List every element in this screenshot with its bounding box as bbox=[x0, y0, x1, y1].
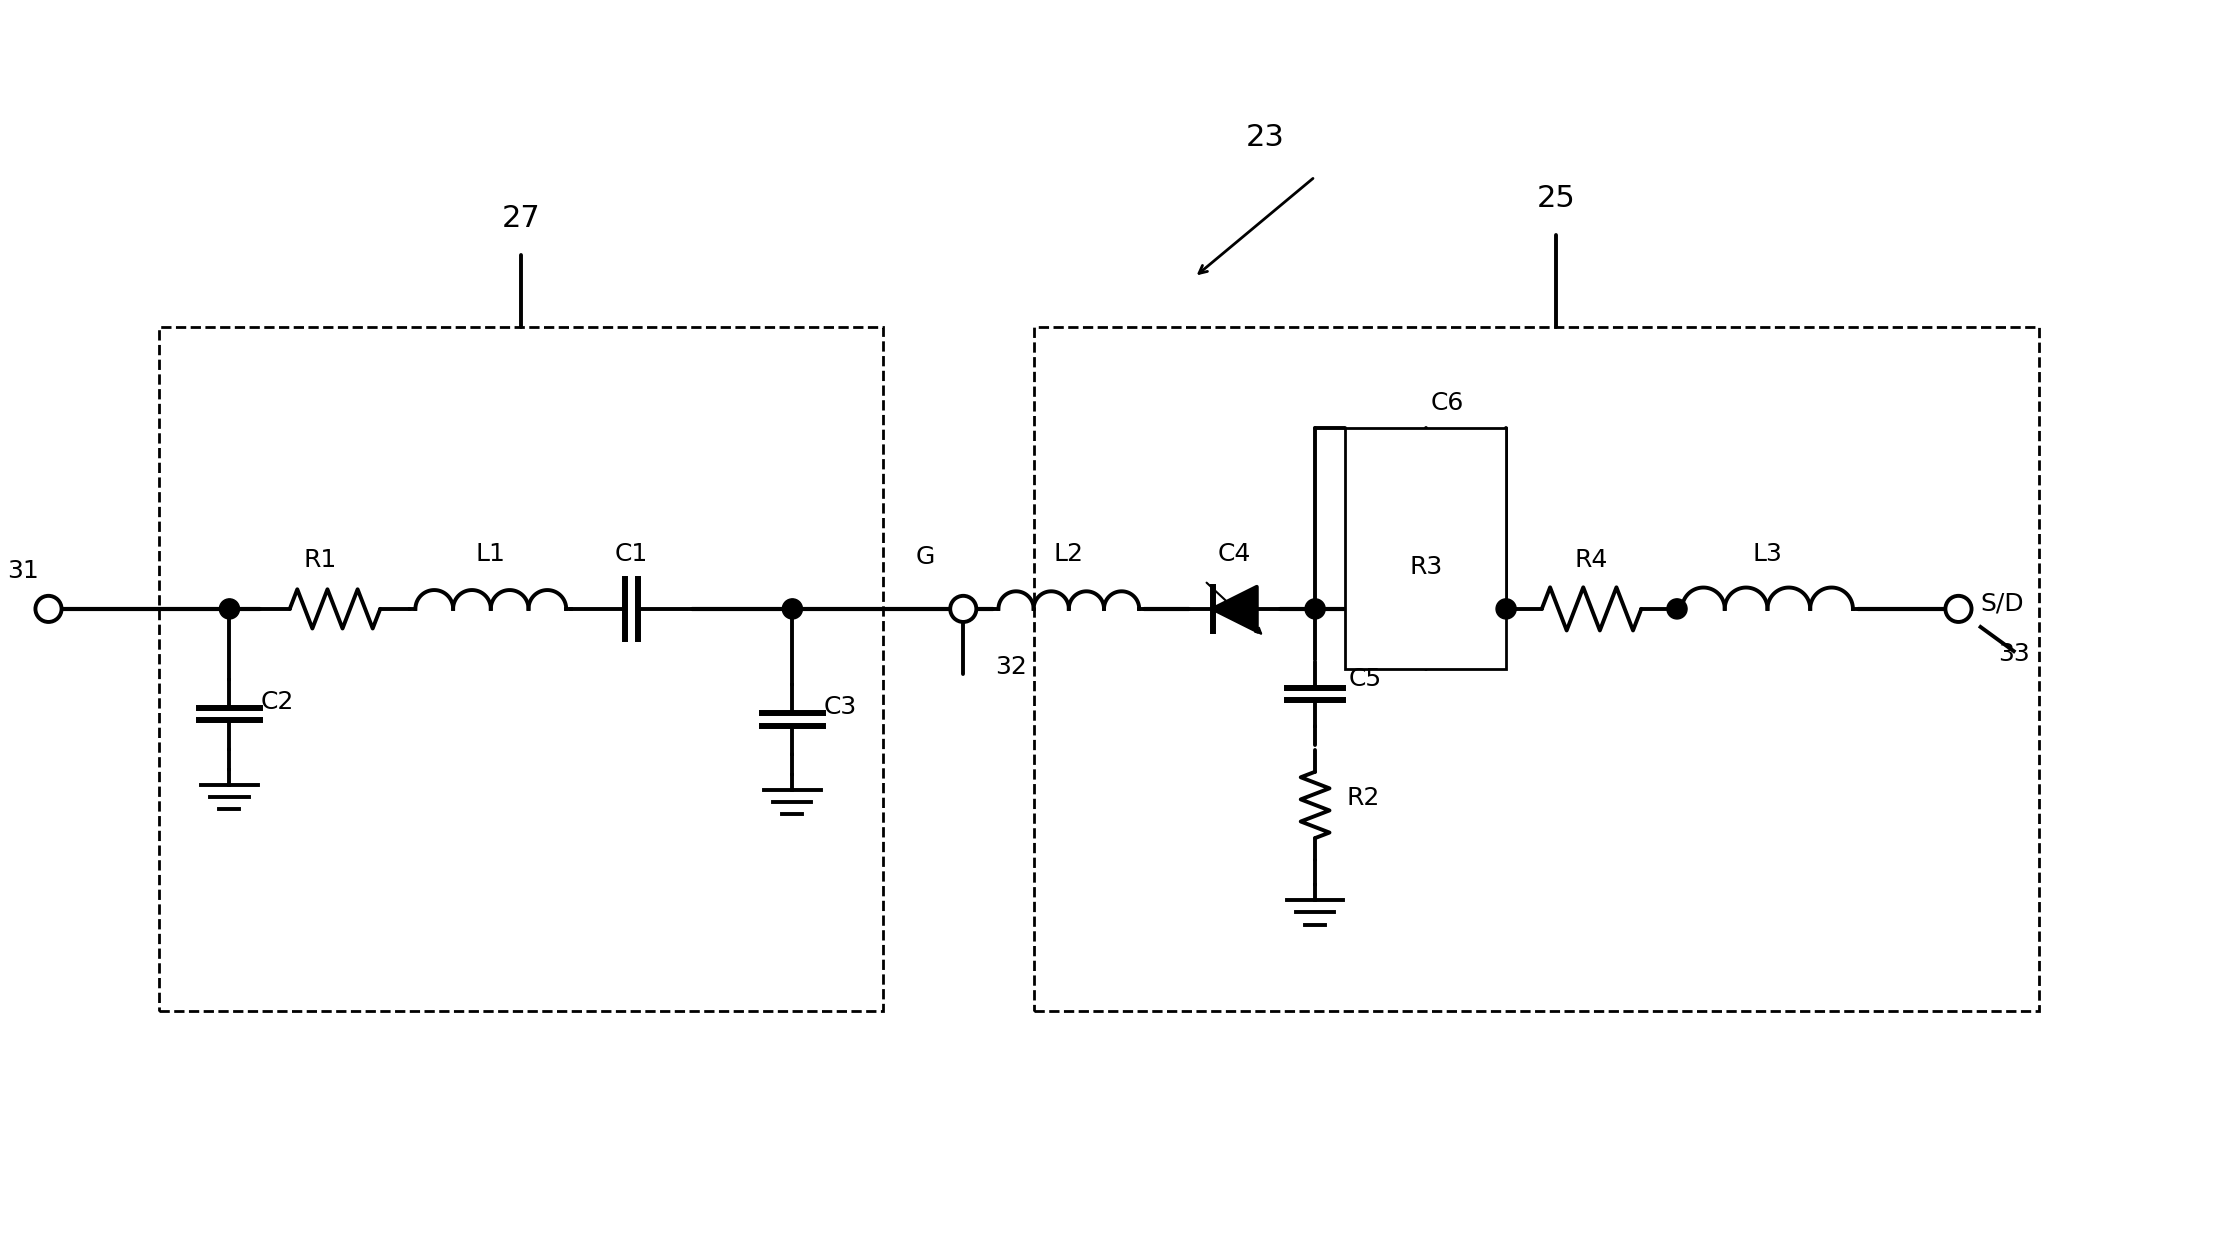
Circle shape bbox=[1305, 599, 1326, 619]
Text: R2: R2 bbox=[1348, 786, 1381, 810]
Circle shape bbox=[36, 596, 62, 621]
Polygon shape bbox=[1212, 586, 1257, 632]
Bar bbox=[160, 327, 883, 1011]
Circle shape bbox=[1497, 599, 1517, 619]
Circle shape bbox=[220, 599, 240, 619]
Text: L3: L3 bbox=[1753, 542, 1781, 566]
Text: S/D: S/D bbox=[1982, 591, 2024, 616]
Circle shape bbox=[1946, 596, 1970, 621]
Text: R1: R1 bbox=[302, 547, 336, 571]
Text: C1: C1 bbox=[614, 542, 647, 566]
Text: G: G bbox=[916, 545, 934, 569]
Text: 23: 23 bbox=[1245, 123, 1283, 152]
Text: C4: C4 bbox=[1219, 542, 1252, 566]
Text: 25: 25 bbox=[1537, 184, 1577, 213]
Bar bbox=[1034, 327, 2039, 1011]
Bar bbox=[1346, 428, 1506, 669]
Text: 32: 32 bbox=[996, 655, 1027, 679]
Text: L1: L1 bbox=[476, 542, 505, 566]
Text: R3: R3 bbox=[1410, 555, 1443, 579]
Circle shape bbox=[950, 596, 976, 621]
Text: C5: C5 bbox=[1348, 667, 1381, 692]
Text: C3: C3 bbox=[825, 696, 856, 720]
Circle shape bbox=[1668, 599, 1688, 619]
Text: C2: C2 bbox=[260, 691, 294, 715]
Text: R4: R4 bbox=[1575, 547, 1608, 571]
Text: 31: 31 bbox=[7, 559, 40, 582]
Text: 33: 33 bbox=[1997, 642, 2031, 667]
Text: C6: C6 bbox=[1430, 391, 1463, 415]
Text: 27: 27 bbox=[503, 204, 540, 233]
Circle shape bbox=[783, 599, 803, 619]
Text: L2: L2 bbox=[1054, 542, 1083, 566]
